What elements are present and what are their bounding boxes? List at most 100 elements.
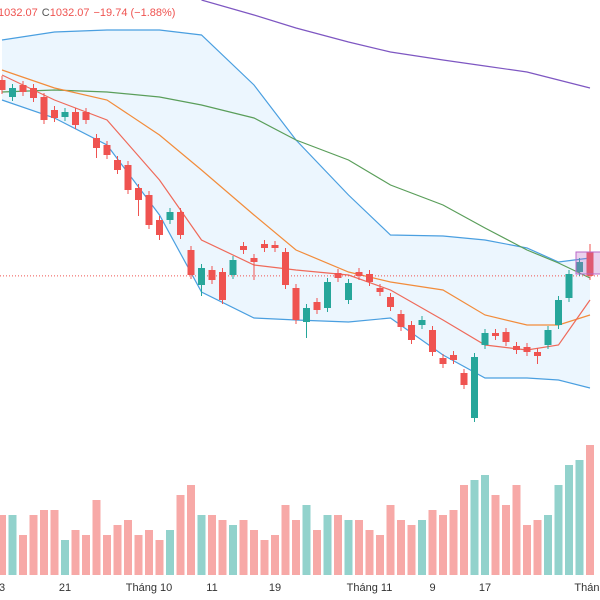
volume-bar: [292, 520, 300, 575]
close-label: C: [41, 7, 50, 19]
candle-body: [261, 244, 268, 248]
band-lower: [1, 99, 591, 389]
candle-body: [124, 165, 132, 190]
volume-bar: [145, 530, 153, 575]
x-tick-label: 11: [206, 582, 217, 594]
candle-body: [513, 346, 520, 350]
candle-body: [481, 333, 489, 345]
candle-body: [544, 330, 552, 345]
volume-bar: [187, 485, 195, 575]
volume-bar: [460, 485, 468, 575]
volume-bar: [376, 535, 384, 575]
x-tick-label: 3: [0, 582, 5, 594]
volume-bar: [302, 505, 311, 575]
change-value: −19.74 (−1.88%): [93, 7, 176, 19]
volume-bar: [355, 520, 363, 575]
candle-body: [0, 80, 6, 90]
candle-body: [303, 308, 310, 322]
candle-body: [502, 332, 510, 342]
volume-bar: [470, 480, 479, 575]
candle-body: [439, 358, 447, 364]
highlight-box: [575, 251, 600, 275]
volume-bar: [229, 525, 237, 575]
close-value: 1032.07: [49, 7, 90, 19]
candle-body: [93, 138, 100, 148]
volume-bar: [544, 515, 552, 575]
candle-body: [355, 272, 363, 276]
candle-body: [51, 110, 58, 118]
volume-bar: [155, 540, 164, 575]
volume-bar: [260, 540, 269, 575]
candle-body: [177, 212, 184, 235]
candle-body: [61, 112, 69, 117]
candle-body: [282, 252, 289, 285]
moving-average: [201, 0, 591, 89]
candle-body: [219, 272, 226, 300]
volume-bar: [554, 485, 563, 575]
candle-body: [586, 252, 594, 276]
candle-body: [376, 288, 384, 292]
candle-body: [366, 274, 373, 282]
candle-body: [156, 220, 163, 235]
volume-bar: [523, 525, 531, 575]
volume-bar: [271, 535, 279, 575]
candle-body: [114, 160, 121, 170]
volume-bar: [82, 535, 90, 575]
moving-average: [1, 89, 591, 279]
candle-body: [72, 112, 79, 125]
ohlc-header: 1032.07 C 1032.07 −19.74 (−1.88%): [0, 7, 175, 19]
volume-bar: [565, 465, 573, 575]
candle-body: [145, 195, 153, 225]
volume-bar: [19, 535, 27, 575]
volume-bar: [313, 530, 321, 575]
volume-bar: [124, 520, 132, 575]
volume-bar: [197, 515, 206, 575]
candle-body: [292, 288, 300, 320]
volume-bar: [428, 510, 437, 575]
volume-bar: [29, 515, 38, 575]
volume-bar: [344, 520, 353, 575]
band-fill: [2, 30, 590, 388]
volume-bar: [439, 515, 447, 575]
volume-bar: [365, 530, 374, 575]
x-tick-label: Tháng 10: [126, 582, 172, 594]
candle-body: [565, 274, 573, 298]
volume-bar: [449, 510, 458, 575]
candle-body: [40, 97, 48, 120]
volume-bar: [334, 515, 342, 575]
volume-bar: [40, 510, 48, 575]
x-tick-label: 19: [269, 582, 281, 594]
volume-bar: [134, 535, 143, 575]
candle-body: [187, 250, 195, 275]
candle-body: [324, 282, 331, 308]
candle-body: [19, 85, 27, 92]
candle-body: [492, 333, 499, 336]
volume-bar: [586, 445, 594, 575]
candle-body: [135, 188, 142, 200]
candle-body: [555, 300, 562, 325]
volume-bar: [8, 515, 17, 575]
volume-bar: [491, 495, 500, 575]
candle-body: [334, 273, 342, 278]
volume-bar: [71, 530, 80, 575]
volume-bar: [113, 525, 122, 575]
volume-bar: [166, 530, 174, 575]
moving-average: [1, 69, 591, 326]
candle-body: [103, 145, 111, 155]
low-value: 1032.07: [0, 7, 38, 19]
candle-body: [240, 246, 247, 250]
candle-body: [418, 320, 426, 325]
candle-body: [250, 258, 258, 262]
volume-bar: [502, 505, 510, 575]
candle-body: [345, 283, 352, 300]
x-tick-label: 9: [429, 582, 435, 594]
candle-body: [408, 325, 415, 340]
candle-body: [576, 262, 583, 272]
volume-bar: [218, 520, 227, 575]
volume-bar: [92, 500, 101, 575]
candle-body: [460, 373, 468, 385]
volume-bar: [323, 515, 332, 575]
candle-body: [313, 302, 321, 310]
